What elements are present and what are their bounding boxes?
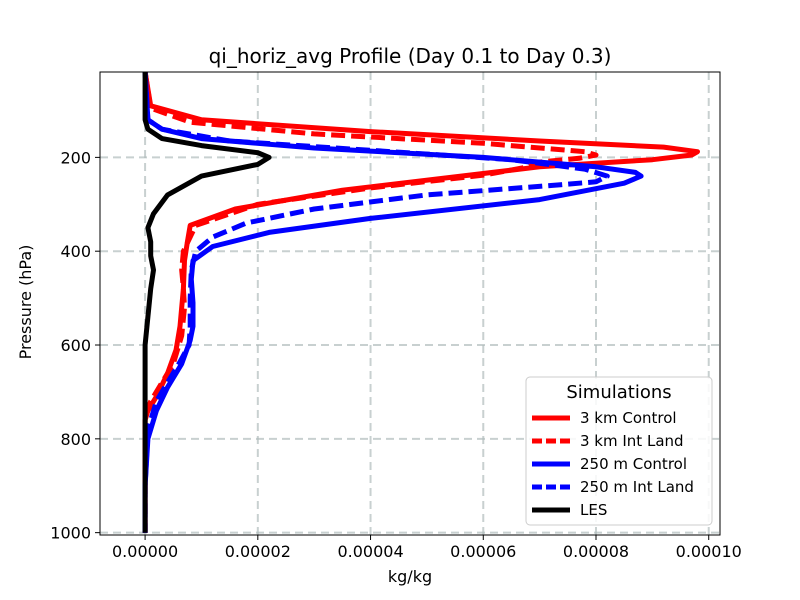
series-line-3-km-int-land xyxy=(142,72,599,533)
legend-label: 250 m Int Land xyxy=(580,478,694,496)
y-tick-label: 400 xyxy=(60,242,91,261)
x-tick-label: 0.00004 xyxy=(337,542,403,561)
y-tick-label: 200 xyxy=(60,148,91,167)
x-tick-label: 0.00006 xyxy=(450,542,516,561)
y-tick-label: 800 xyxy=(60,430,91,449)
legend-label: 3 km Control xyxy=(580,409,677,427)
series-layer xyxy=(142,72,700,533)
legend-box xyxy=(525,376,713,526)
series-line-3-km-control xyxy=(142,72,700,533)
chart-title: qi_horiz_avg Profile (Day 0.1 to Day 0.3… xyxy=(209,44,612,68)
x-tick-label: 0.00010 xyxy=(676,542,742,561)
series-line-250-m-control xyxy=(142,72,644,533)
legend-label: 3 km Int Land xyxy=(580,432,684,450)
legend: Simulations 3 km Control 3 km Int Land 250… xyxy=(525,376,713,526)
x-tick-label: 0.00000 xyxy=(112,542,178,561)
legend-label: LES xyxy=(580,501,607,519)
y-axis-label: Pressure (hPa) xyxy=(16,245,35,360)
legend-label: 250 m Control xyxy=(580,455,687,473)
y-tick-label: 1000 xyxy=(50,524,91,543)
series-line-les xyxy=(142,72,272,533)
x-tick-label: 0.00002 xyxy=(225,542,291,561)
x-axis-label: kg/kg xyxy=(388,567,432,586)
tick-layer: 0.00000 0.00002 0.00004 0.00006 0.00008 0.000… xyxy=(50,148,742,561)
y-tick-label: 600 xyxy=(60,336,91,355)
x-tick-label: 0.00008 xyxy=(563,542,629,561)
plot-frame xyxy=(99,71,721,536)
legend-title: Simulations xyxy=(566,382,671,403)
